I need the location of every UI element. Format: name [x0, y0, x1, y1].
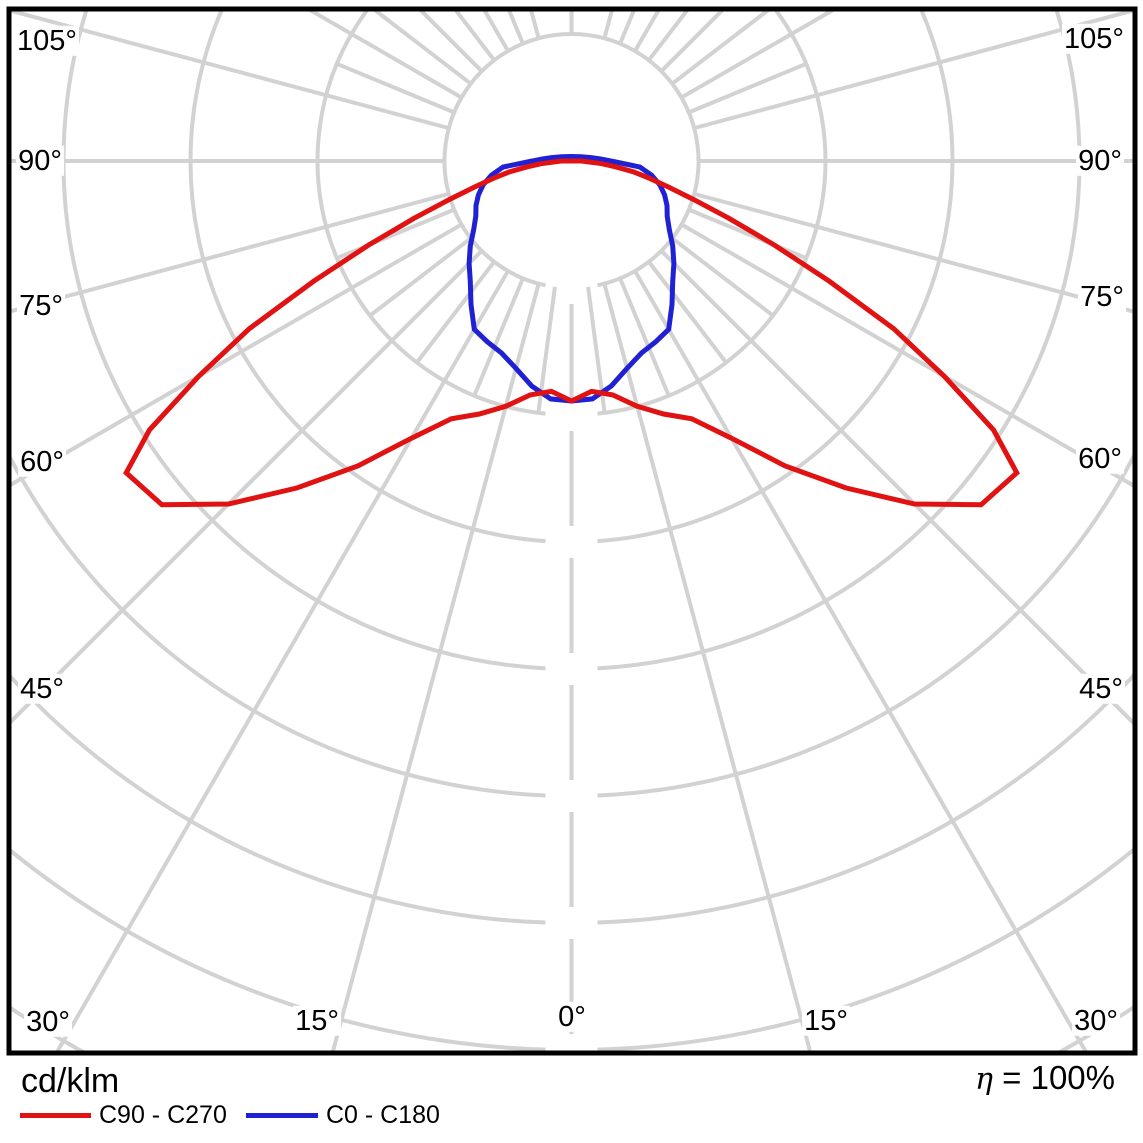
- angle-label: 90°: [16, 144, 64, 177]
- angle-label: 15°: [802, 1004, 850, 1037]
- angle-label: 75°: [17, 289, 65, 322]
- angle-label: 30°: [1072, 1004, 1120, 1037]
- eta-value: 100%: [1030, 1059, 1115, 1096]
- angle-label: 45°: [1077, 672, 1125, 705]
- angle-label: 45°: [18, 672, 66, 705]
- efficiency-label: η = 100%: [975, 1059, 1115, 1097]
- legend-label-c90-c270: C0 - C180: [326, 1101, 440, 1129]
- legend-swatch-c90-c270: [246, 1113, 318, 1118]
- angle-label: 105°: [15, 24, 79, 57]
- angle-label: 60°: [18, 445, 66, 478]
- angle-label: 30°: [24, 1005, 72, 1038]
- legend-swatch-c0-c180: [20, 1113, 91, 1118]
- angle-label: 90°: [1076, 144, 1124, 177]
- unit-label: cd/klm: [21, 1062, 120, 1100]
- eta-equals: =: [992, 1059, 1031, 1096]
- angle-label: 0°: [556, 1000, 588, 1033]
- legend-label-c0-c180: C90 - C270: [99, 1101, 227, 1129]
- angle-label: 15°: [293, 1004, 341, 1037]
- angle-label: 75°: [1078, 280, 1126, 313]
- angle-label: 60°: [1076, 442, 1124, 475]
- eta-symbol: η: [975, 1062, 993, 1097]
- angle-label: 105°: [1062, 22, 1126, 55]
